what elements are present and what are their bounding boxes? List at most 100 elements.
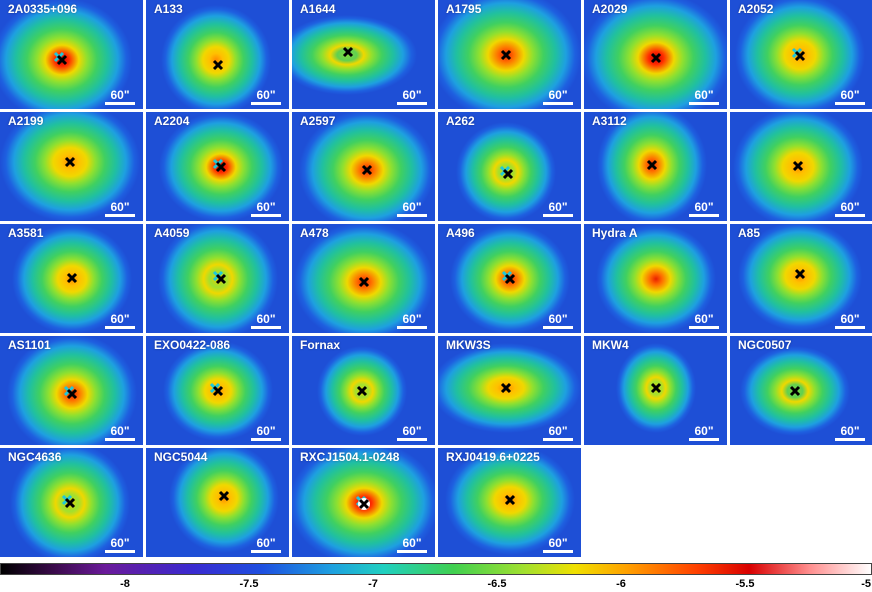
scale-bar-label: 60": [548, 200, 568, 214]
scale-bar: 60": [543, 201, 573, 217]
xray-surface-brightness-map: [730, 224, 872, 333]
centroid-marker-icon: [504, 494, 516, 506]
cluster-name: Fornax: [300, 338, 341, 352]
scale-bar-line: [251, 326, 281, 329]
scale-bar-label: 60": [110, 88, 130, 102]
cluster-panel: 60": [730, 112, 872, 221]
centroid-marker-icon: [794, 268, 806, 280]
cluster-panel: A2052 60": [730, 0, 872, 109]
cluster-panel: AS1101 60": [0, 336, 143, 445]
colorbar-tick-label: -7.5: [239, 578, 259, 590]
colorbar-tick-label: -8: [120, 578, 130, 590]
cluster-panel: MKW4 60": [584, 336, 727, 445]
cluster-name: A1644: [300, 2, 336, 16]
scale-bar-line: [543, 550, 573, 553]
scale-bar: 60": [251, 425, 281, 441]
cluster-panel: A2199 60": [0, 112, 143, 221]
centroid-marker-icon: [66, 388, 78, 400]
scale-bar-line: [835, 326, 865, 329]
cluster-panel: A1795 60": [438, 0, 581, 109]
colorbar: [0, 563, 872, 575]
scale-bar: 60": [397, 313, 427, 329]
cluster-panel: NGC0507 60": [730, 336, 872, 445]
scale-bar-label: 60": [256, 200, 276, 214]
scale-bar-label: 60": [402, 424, 422, 438]
cluster-name: Hydra A: [592, 226, 638, 240]
xray-surface-brightness-map: [584, 224, 727, 333]
scale-bar: 60": [397, 89, 427, 105]
cluster-name: AS1101: [8, 338, 51, 352]
cluster-panel: EXO0422-086 60": [146, 336, 289, 445]
cluster-name: A2029: [592, 2, 628, 16]
cluster-name: MKW3S: [446, 338, 491, 352]
scale-bar: 60": [689, 425, 719, 441]
scale-bar: 60": [251, 537, 281, 553]
xray-surface-brightness-map: [730, 336, 872, 445]
cluster-name: A1795: [446, 2, 482, 16]
scale-bar-label: 60": [402, 200, 422, 214]
xray-surface-brightness-map: [0, 112, 143, 221]
centroid-marker-icon: [56, 54, 68, 66]
centroid-marker-icon: [356, 385, 368, 397]
cluster-panel: Hydra A 60": [584, 224, 727, 333]
scale-bar-label: 60": [110, 312, 130, 326]
scale-bar-line: [251, 214, 281, 217]
scale-bar: 60": [835, 201, 865, 217]
cluster-panel: A133 60": [146, 0, 289, 109]
scale-bar-label: 60": [110, 424, 130, 438]
scale-bar-label: 60": [548, 536, 568, 550]
scale-bar: 60": [105, 537, 135, 553]
centroid-marker-icon: [64, 156, 76, 168]
centroid-marker-icon: [215, 273, 227, 285]
cluster-panel: RXJ0419.6+0225 60": [438, 448, 581, 557]
cluster-name: A133: [154, 2, 183, 16]
scale-bar: 60": [543, 313, 573, 329]
xray-surface-brightness-map: [0, 0, 143, 109]
cluster-panel: NGC4636 60": [0, 448, 143, 557]
scale-bar-line: [397, 214, 427, 217]
scale-bar: 60": [835, 89, 865, 105]
cluster-name: A478: [300, 226, 329, 240]
cluster-name: RXJ0419.6+0225: [446, 450, 540, 464]
scale-bar-line: [689, 326, 719, 329]
centroid-marker-icon: [358, 498, 370, 510]
xray-surface-brightness-map: [292, 224, 435, 333]
scale-bar: 60": [397, 425, 427, 441]
scale-bar-label: 60": [402, 536, 422, 550]
cluster-name: A3112: [592, 114, 627, 128]
scale-bar-line: [397, 550, 427, 553]
scale-bar-label: 60": [548, 88, 568, 102]
xray-surface-brightness-map: [146, 0, 289, 109]
cluster-panel: NGC5044 60": [146, 448, 289, 557]
centroid-marker-icon: [500, 382, 512, 394]
scale-bar-line: [689, 102, 719, 105]
scale-bar: 60": [689, 201, 719, 217]
scale-bar-line: [251, 102, 281, 105]
scale-bar: 60": [251, 313, 281, 329]
centroid-marker-icon: [794, 50, 806, 62]
scale-bar-label: 60": [256, 312, 276, 326]
cluster-name: A85: [738, 226, 761, 240]
scale-bar-label: 60": [694, 312, 714, 326]
centroid-marker-icon: [218, 490, 230, 502]
scale-bar: 60": [251, 89, 281, 105]
scale-bar-label: 60": [694, 200, 714, 214]
scale-bar-label: 60": [840, 88, 860, 102]
xray-surface-brightness-map: [438, 112, 581, 221]
scale-bar-line: [543, 438, 573, 441]
cluster-name: 2A0335+096: [8, 2, 78, 16]
scale-bar: 60": [105, 89, 135, 105]
scale-bar-label: 60": [840, 312, 860, 326]
xray-surface-brightness-map: [146, 448, 289, 557]
scale-bar-line: [543, 214, 573, 217]
scale-bar: 60": [251, 201, 281, 217]
cluster-panel: A478 60": [292, 224, 435, 333]
scale-bar: 60": [397, 537, 427, 553]
cluster-panel: A3112 60": [584, 112, 727, 221]
scale-bar: 60": [397, 201, 427, 217]
cluster-panel: 2A0335+096 60": [0, 0, 143, 109]
scale-bar-label: 60": [402, 88, 422, 102]
scale-bar: 60": [543, 425, 573, 441]
scale-bar: 60": [105, 313, 135, 329]
scale-bar-line: [105, 102, 135, 105]
